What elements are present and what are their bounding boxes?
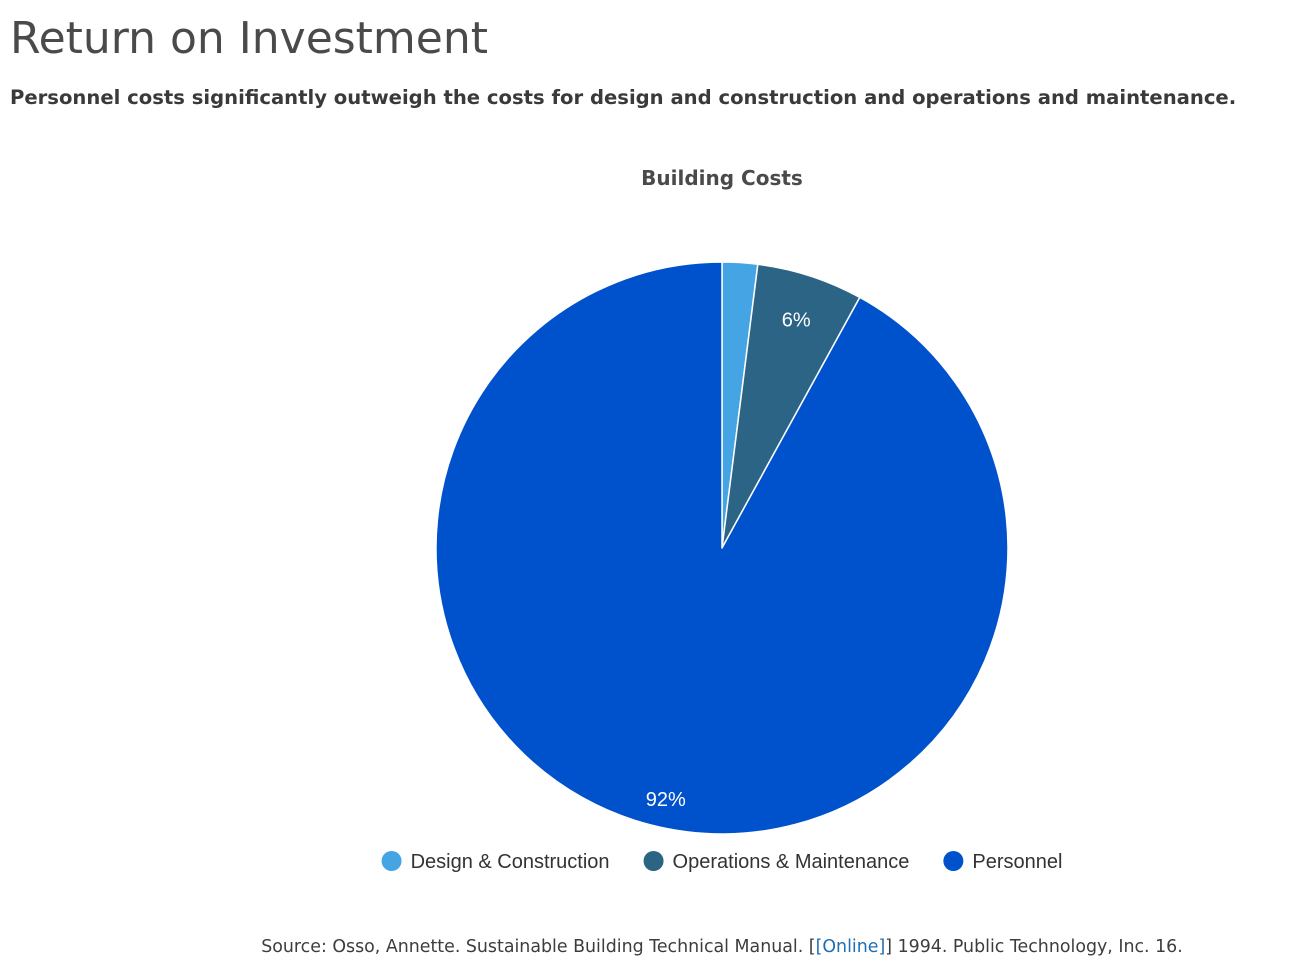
- legend-marker-design-construction[interactable]: [381, 851, 402, 871]
- legend-label-personnel[interactable]: Personnel: [972, 851, 1062, 873]
- legend-marker-personnel[interactable]: [943, 851, 964, 871]
- data-label-personnel: 92%: [646, 789, 686, 811]
- pie-slices: [435, 261, 1009, 835]
- source-citation: Source: Osso, Annette. Sustainable Build…: [0, 934, 1296, 960]
- data-label-operations-maintenance: 6%: [782, 310, 811, 332]
- page-subtitle: Personnel costs significantly outweigh t…: [10, 86, 1237, 109]
- pie-chart-svg: Building Costs 6% 92% Design & Constructi…: [381, 166, 1062, 873]
- building-costs-chart: Building Costs 6% 92% Design & Constructi…: [0, 150, 1296, 890]
- pie-data-labels: 6% 92%: [646, 310, 811, 812]
- page-title: Return on Investment: [10, 13, 489, 64]
- source-suffix: ] 1994. Public Technology, Inc. 16.: [885, 937, 1183, 957]
- source-prefix: Source: Osso, Annette. Sustainable Build…: [261, 937, 816, 957]
- chart-title: Building Costs: [641, 166, 803, 190]
- legend-label-design-construction[interactable]: Design & Construction: [411, 851, 610, 873]
- pie-slice-personnel[interactable]: [435, 261, 1009, 835]
- source-online-link[interactable]: [Online]: [815, 937, 886, 957]
- chart-legend: Design & Construction Operations & Mainte…: [381, 851, 1062, 873]
- legend-marker-operations-maintenance[interactable]: [643, 851, 664, 871]
- legend-label-operations-maintenance[interactable]: Operations & Maintenance: [673, 851, 910, 873]
